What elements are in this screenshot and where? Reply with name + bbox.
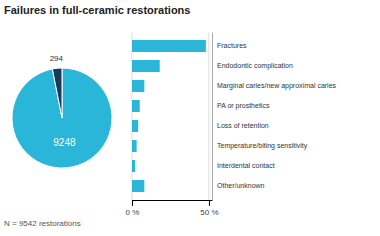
- tick-mark: [132, 200, 133, 206]
- category-label: Fractures: [217, 42, 247, 49]
- data-label: 294: [50, 54, 64, 63]
- note: N = 9542 restorations: [4, 219, 81, 228]
- y-tick: PA or prosthetics: [212, 102, 270, 110]
- axis-line: [133, 200, 213, 201]
- y-tick: Interdental contact: [212, 162, 275, 169]
- axis-line: [212, 33, 213, 201]
- category-label: Marginal caries/new approximal caries: [217, 82, 337, 90]
- y-tick: Endodontic complication: [212, 62, 293, 70]
- category-label: Other/unknown: [217, 182, 265, 189]
- category-label: Interdental contact: [217, 162, 275, 169]
- tick-label: 0 %: [126, 208, 140, 217]
- category-label: Temperature/biting sensitivity: [217, 142, 308, 150]
- bar: [132, 180, 144, 192]
- bar: [132, 60, 160, 72]
- x-tick: 50 %: [200, 200, 218, 217]
- grid: [132, 32, 209, 200]
- bars: [132, 40, 206, 192]
- bar: [132, 40, 206, 52]
- bar: [132, 160, 135, 172]
- x-axis: 0 % 50 %: [126, 200, 219, 217]
- tick-label: 50 %: [200, 208, 218, 217]
- y-tick: Loss of retention: [212, 122, 269, 129]
- bar: [132, 100, 140, 112]
- bar: [132, 80, 144, 92]
- y-tick: Other/unknown: [212, 182, 265, 189]
- y-tick: Fractures: [212, 42, 247, 49]
- grid-line: [132, 32, 133, 200]
- bar: [132, 140, 137, 152]
- x-tick: 0 %: [126, 200, 140, 217]
- category-label: Endodontic complication: [217, 62, 293, 70]
- y-tick: Temperature/biting sensitivity: [212, 142, 308, 150]
- grid-line: [208, 32, 209, 200]
- pie: 9248 294: [12, 54, 112, 168]
- y-axis: Fractures Endodontic complication Marginal…: [212, 33, 337, 201]
- bar: [132, 120, 138, 132]
- pie-slice: [12, 68, 112, 168]
- data-label: 9248: [53, 137, 76, 148]
- tick-mark: [209, 200, 210, 206]
- pie-slice: [52, 68, 62, 118]
- y-tick: Marginal caries/new approximal caries: [212, 82, 337, 90]
- category-label: Loss of retention: [217, 122, 269, 129]
- category-label: PA or prosthetics: [217, 102, 270, 110]
- title: Failures in full-ceramic restorations: [4, 4, 190, 16]
- chart: Failures in full-ceramic restorations 924…: [0, 0, 380, 236]
